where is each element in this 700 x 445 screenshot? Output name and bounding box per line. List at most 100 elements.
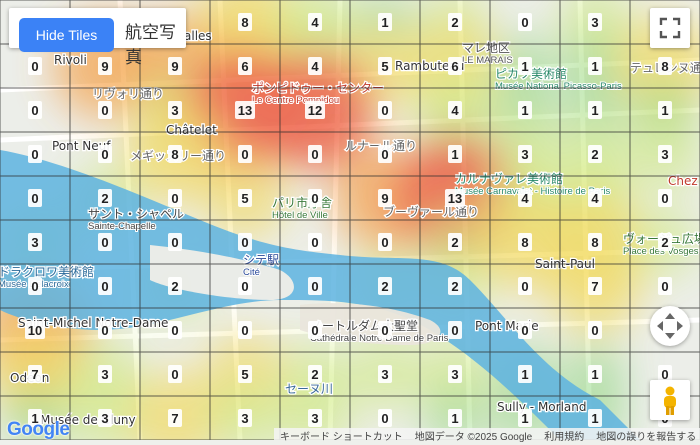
tile-count: 2 [451, 279, 458, 294]
place-sublabel: Cité [243, 267, 260, 278]
tile-count: 8 [171, 147, 178, 162]
tile-count: 3 [101, 367, 108, 382]
tile-count: 0 [101, 323, 108, 338]
tile-count: 3 [171, 103, 178, 118]
tile-count: 0 [521, 323, 528, 338]
tile-count: 6 [451, 59, 458, 74]
tile-count: 3 [311, 411, 318, 426]
attribution-bar: キーボード ショートカット 地図データ ©2025 Google 利用規約 地図… [274, 428, 700, 440]
tile-count: 1 [591, 367, 598, 382]
tile-count: 0 [311, 323, 318, 338]
tile-count: 2 [451, 235, 458, 250]
pegman-icon [650, 380, 690, 420]
place-label: ノートルダム大聖堂 [310, 318, 418, 333]
fullscreen-button[interactable] [650, 8, 690, 48]
tile-count: 12 [308, 103, 322, 118]
place-label: カルナヴァレ美術館 [455, 171, 563, 186]
tile-count: 1 [521, 103, 528, 118]
tile-count: 0 [311, 279, 318, 294]
tile-count: 3 [31, 235, 38, 250]
tile-count: 0 [381, 235, 388, 250]
tile-count: 1 [521, 411, 528, 426]
tile-count: 3 [591, 15, 598, 30]
tile-count: 2 [591, 147, 598, 162]
report-error-link[interactable]: 地図の誤りを報告する [596, 428, 696, 440]
tile-count: 0 [101, 103, 108, 118]
tile-count: 1 [591, 411, 598, 426]
tile-count: 4 [311, 59, 319, 74]
place-sublabel: LE MARAIS [462, 55, 513, 66]
tile-count: 0 [381, 147, 388, 162]
tile-count: 1 [591, 103, 598, 118]
tile-count: 2 [451, 15, 458, 30]
place-label: マレ地区 [462, 41, 510, 55]
tile-count: 0 [241, 147, 248, 162]
place-label: Sully - Morland [497, 400, 587, 414]
tile-count: 0 [171, 367, 178, 382]
tile-count: 0 [171, 191, 178, 206]
tile-count: 4 [591, 191, 599, 206]
tile-count: 0 [381, 103, 388, 118]
tile-count: 0 [171, 235, 178, 250]
tile-count: 7 [171, 411, 178, 426]
tile-count: 0 [661, 191, 668, 206]
camera-control-button[interactable] [650, 306, 690, 346]
tile-count: 2 [661, 235, 668, 250]
tile-count: 1 [381, 15, 388, 30]
tile-count: 0 [241, 279, 248, 294]
tile-count: 4 [521, 191, 529, 206]
tile-count: 8 [661, 59, 668, 74]
tile-count: 1 [451, 411, 458, 426]
tile-count: 8 [241, 15, 248, 30]
tile-count: 1 [591, 59, 598, 74]
tile-count: 0 [521, 279, 528, 294]
terms-link[interactable]: 利用規約 [544, 428, 584, 440]
tile-count: 0 [241, 235, 248, 250]
tile-count: 0 [311, 147, 318, 162]
tile-count: 2 [171, 279, 178, 294]
place-label: Châtelet [166, 123, 217, 137]
tile-count: 3 [521, 147, 528, 162]
place-label: パリ市庁舎 [272, 195, 332, 210]
tile-count: 1 [521, 59, 528, 74]
google-logo-text: Google [7, 419, 69, 440]
tile-count: 0 [591, 323, 598, 338]
tile-count: 10 [28, 323, 42, 338]
tile-count: 5 [241, 191, 248, 206]
tile-count: 0 [31, 279, 38, 294]
tile-count: 2 [311, 367, 318, 382]
tile-count: 4 [451, 103, 459, 118]
hide-tiles-button[interactable]: Hide Tiles [19, 18, 114, 52]
place-label: ブーヴァール通り [383, 204, 479, 219]
map-type-satellite-label[interactable]: 航空写真 [125, 18, 186, 68]
tile-count: 9 [381, 191, 388, 206]
tile-count: 5 [241, 367, 248, 382]
tile-count: 0 [661, 279, 668, 294]
place-label: シテ駅 [243, 253, 279, 267]
tile-count: 0 [311, 235, 318, 250]
tile-count: 0 [101, 147, 108, 162]
tile-count: 7 [31, 367, 38, 382]
tile-count: 2 [381, 279, 388, 294]
tile-count: 2 [101, 191, 108, 206]
tile-count: 0 [521, 15, 528, 30]
fullscreen-icon [650, 8, 690, 48]
tile-count: 3 [241, 411, 248, 426]
tile-count: 0 [171, 323, 178, 338]
place-sublabel: Musée National Picasso-Paris [495, 81, 622, 92]
tile-count: 1 [451, 147, 458, 162]
tile-count: 0 [31, 191, 38, 206]
place-sublabel: Sainte-Chapelle [88, 221, 156, 232]
tile-count: 0 [451, 323, 458, 338]
tile-count: 0 [31, 147, 38, 162]
tile-count: 7 [591, 279, 598, 294]
tile-count: 1 [521, 367, 528, 382]
keyboard-shortcuts-link[interactable]: キーボード ショートカット [280, 428, 403, 440]
google-logo: Google [7, 419, 69, 441]
street-view-pegman-button[interactable] [650, 380, 690, 420]
pan-arrows-icon [650, 306, 690, 346]
tile-count: 0 [241, 323, 248, 338]
tile-count: 6 [241, 59, 248, 74]
